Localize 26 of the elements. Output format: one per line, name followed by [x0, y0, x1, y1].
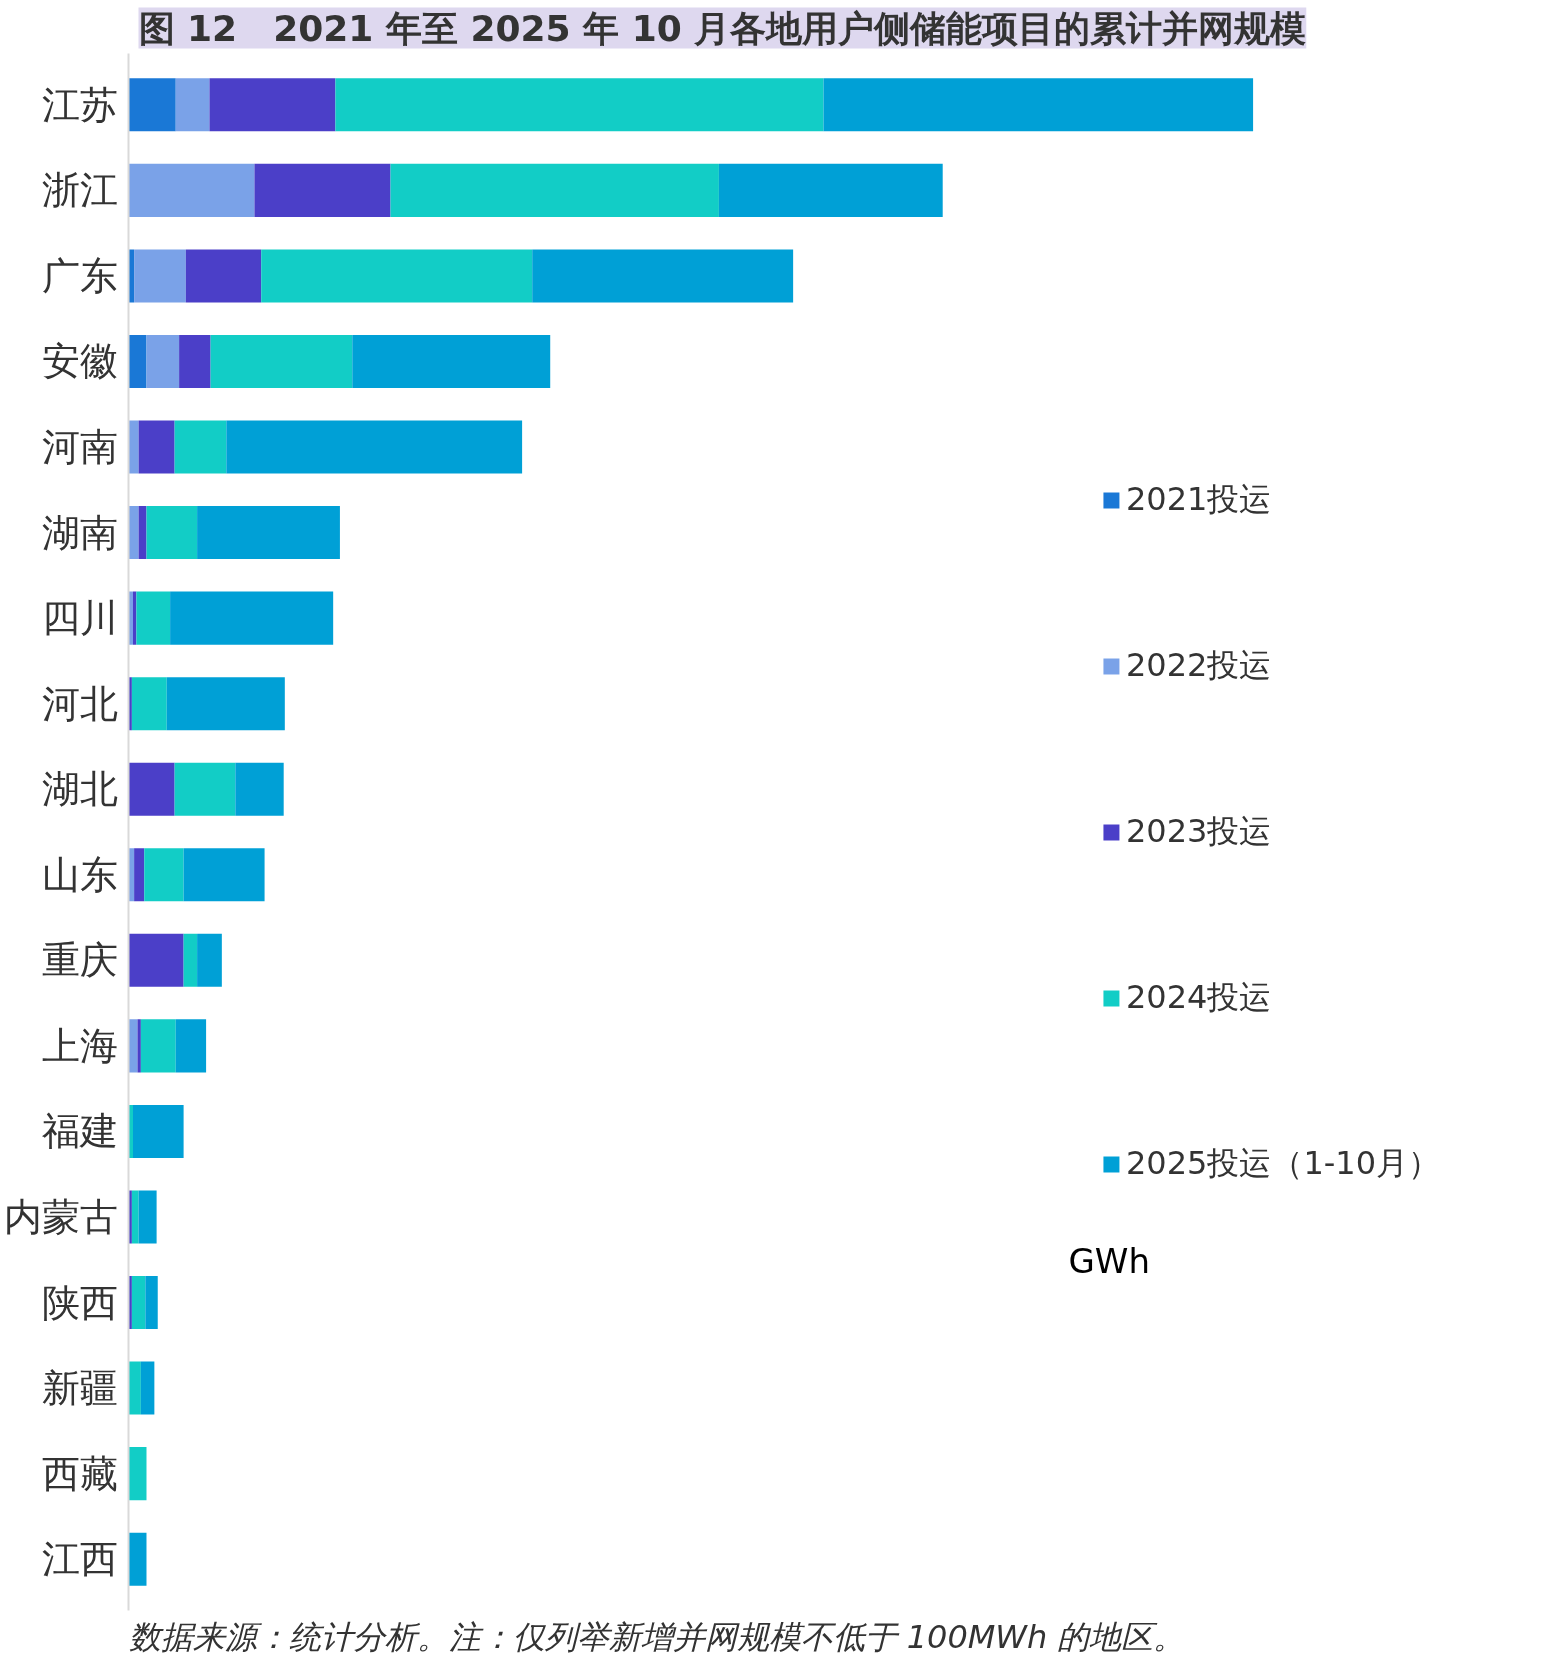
y-tick-label: 陕西	[41, 1280, 118, 1325]
y-tick-label: 重庆	[41, 938, 118, 983]
y-tick-label: 西藏	[41, 1451, 118, 1496]
y-tick-label: 安徽	[41, 339, 118, 384]
y-tick-label: 河南	[41, 425, 118, 470]
y-tick-label: 四川	[41, 596, 118, 641]
legend-label: 2021投运	[1125, 478, 1272, 520]
legend-label: 2023投运	[1125, 810, 1272, 852]
legend-label: 2022投运	[1125, 644, 1272, 686]
y-tick-label: 湖南	[41, 510, 118, 555]
y-tick-label: 山东	[41, 852, 118, 897]
y-tick-label: 福建	[41, 1109, 118, 1154]
y-tick-label: 河北	[41, 681, 118, 726]
y-tick-label: 新疆	[41, 1366, 118, 1411]
legend-label: 2024投运	[1125, 976, 1272, 1018]
annotation: GWh	[1068, 1240, 1151, 1281]
y-tick-label: 湖北	[41, 767, 118, 812]
y-tick-label: 江苏	[41, 82, 118, 127]
y-tick-label: 浙江	[41, 168, 118, 213]
y-tick-label: 内蒙古	[3, 1194, 118, 1239]
y-tick-label: 上海	[41, 1023, 118, 1068]
y-tick-label: 广东	[41, 253, 118, 298]
source-note: 数据来源：统计分析。注：仅列举新增并网规模不低于 100MWh 的地区。	[128, 1617, 1186, 1656]
y-tick-label: 江西	[41, 1537, 118, 1582]
chart-title: 图 12 2021 年至 2025 年 10 月各地用户侧储能项目的累计并网规模	[138, 7, 1307, 49]
legend-label: 2025投运（1-10月）	[1125, 1142, 1440, 1184]
